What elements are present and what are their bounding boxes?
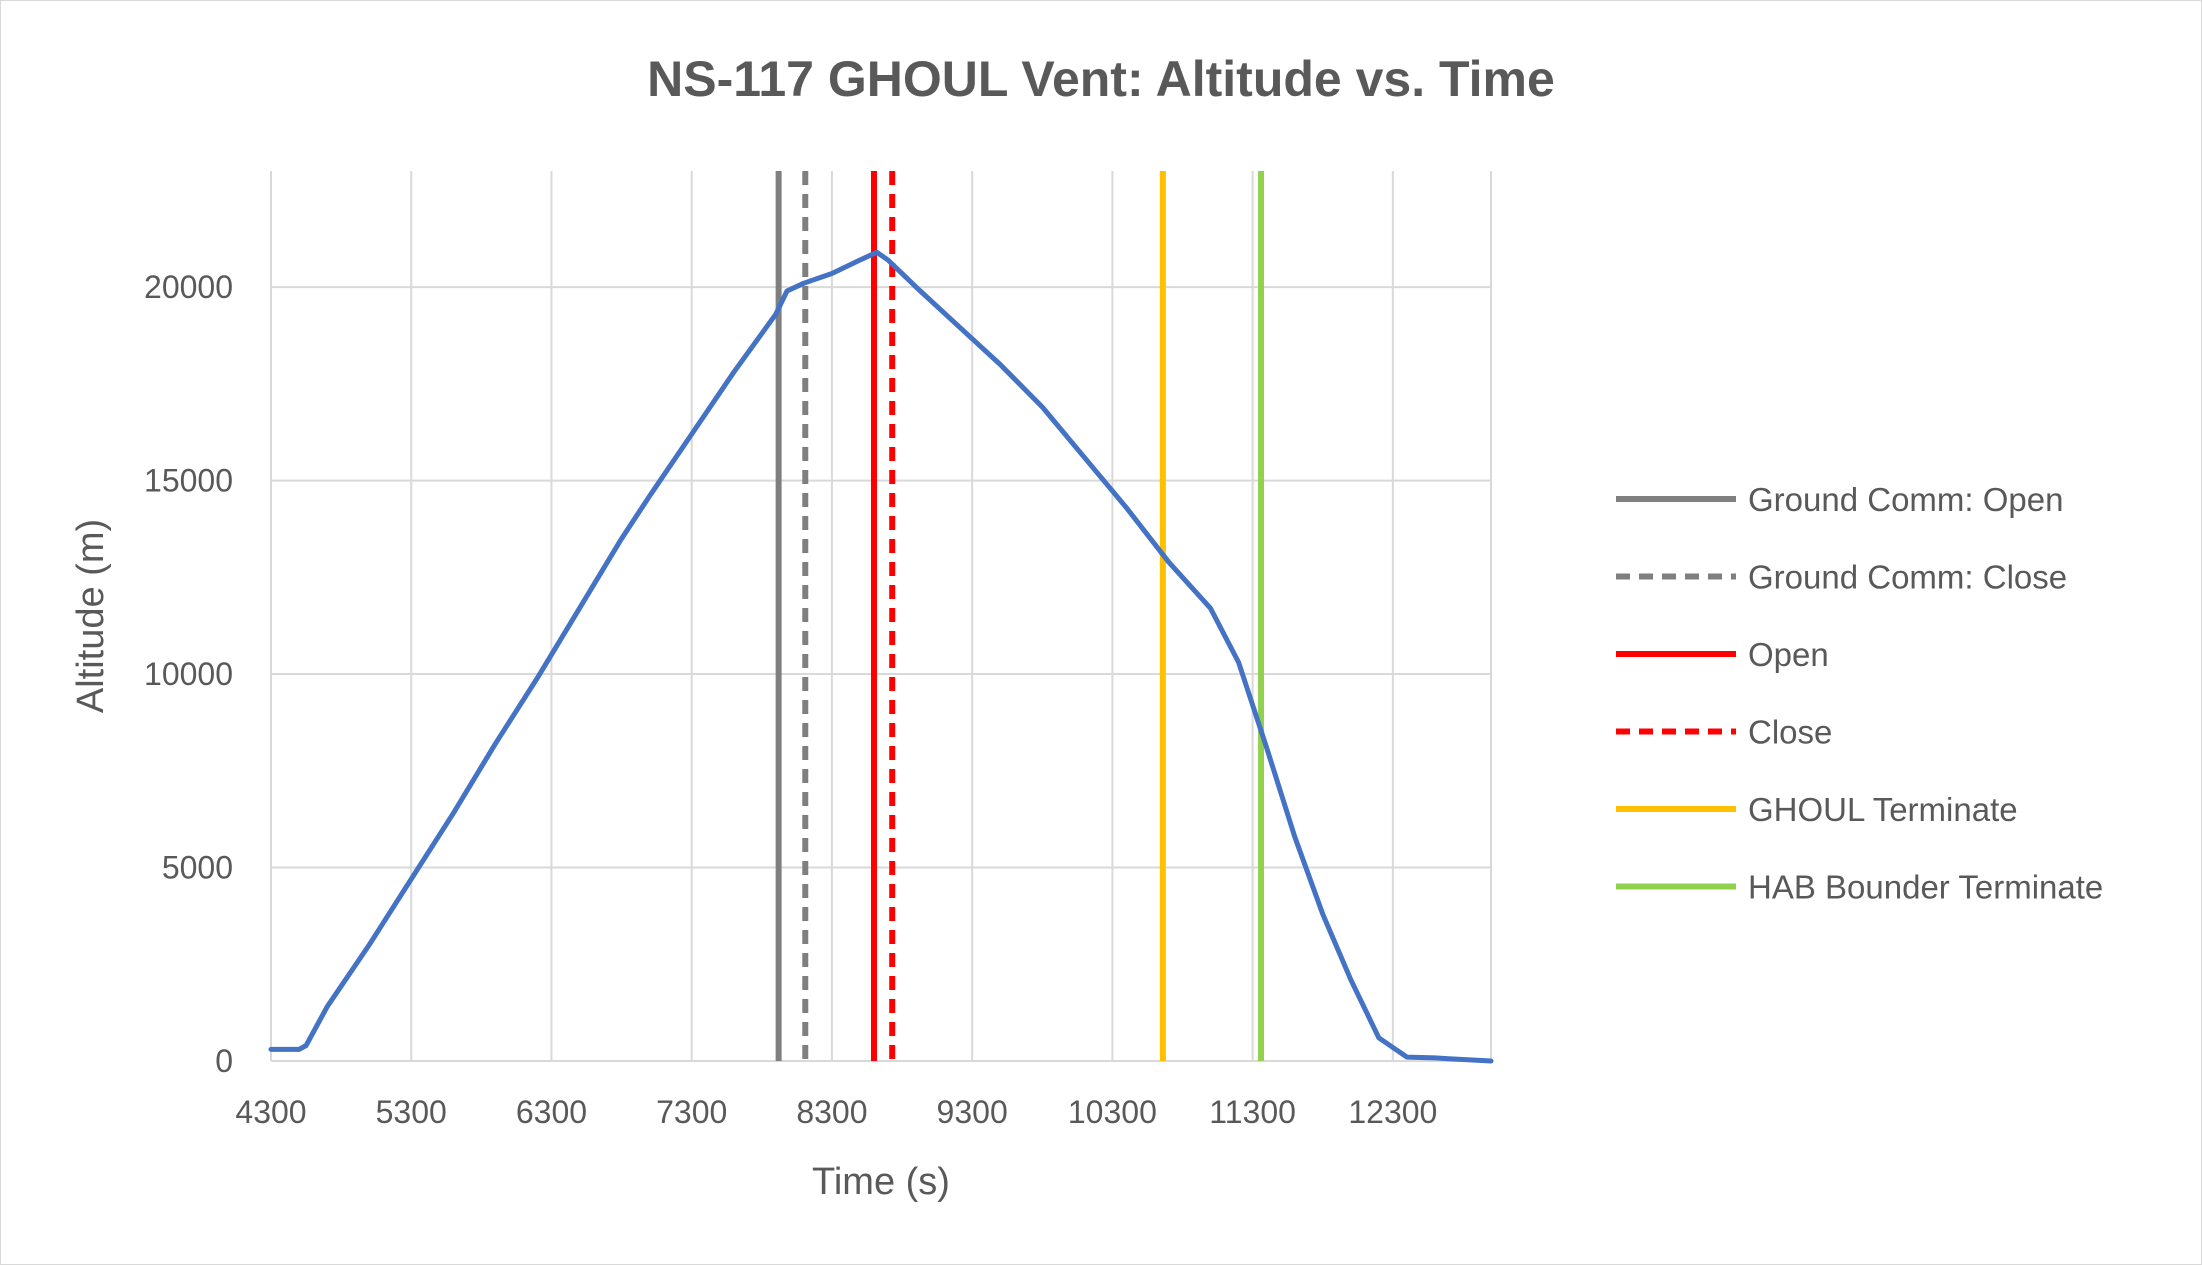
legend-label: Open: [1748, 636, 1829, 673]
y-tick-label: 10000: [144, 656, 233, 692]
x-tick-label: 5300: [376, 1094, 447, 1130]
y-gridlines: [271, 286, 1491, 1062]
x-tick-label: 8300: [796, 1094, 867, 1130]
y-tick-labels: 0 5000 10000 15000 20000: [144, 269, 233, 1079]
x-tick-label: 9300: [937, 1094, 1008, 1130]
x-gridlines: [270, 171, 1492, 1061]
legend-label: HAB Bounder Terminate: [1748, 869, 2103, 906]
x-tick-label: 6300: [516, 1094, 587, 1130]
x-tick-labels: 4300 5300 6300 7300 8300 9300 10300 11300 12300: [235, 1094, 1437, 1130]
x-tick-label: 12300: [1348, 1094, 1437, 1130]
legend-label: Close: [1748, 714, 1832, 751]
x-tick-label: 11300: [1209, 1094, 1296, 1130]
legend: Ground Comm: Open Ground Comm: Close Open C…: [1616, 481, 2103, 906]
x-axis-title: Time (s): [812, 1161, 950, 1203]
y-tick-label: 20000: [144, 269, 233, 305]
y-axis-title: Altitude (m): [70, 519, 112, 713]
x-tick-label: 10300: [1068, 1094, 1157, 1130]
y-tick-label: 5000: [162, 850, 233, 886]
x-tick-label: 4300: [235, 1094, 306, 1130]
legend-label: Ground Comm: Close: [1748, 559, 2067, 596]
y-tick-label: 0: [215, 1043, 233, 1079]
chart-title: NS-117 GHOUL Vent: Altitude vs. Time: [647, 51, 1555, 107]
x-tick-label: 7300: [656, 1094, 727, 1130]
y-tick-label: 15000: [144, 463, 233, 499]
altitude-series-line: [268, 249, 1494, 1064]
legend-label: Ground Comm: Open: [1748, 481, 2063, 518]
reference-lines: [775, 171, 1265, 1061]
series-layer: [268, 249, 1494, 1064]
legend-label: GHOUL Terminate: [1748, 791, 2018, 828]
